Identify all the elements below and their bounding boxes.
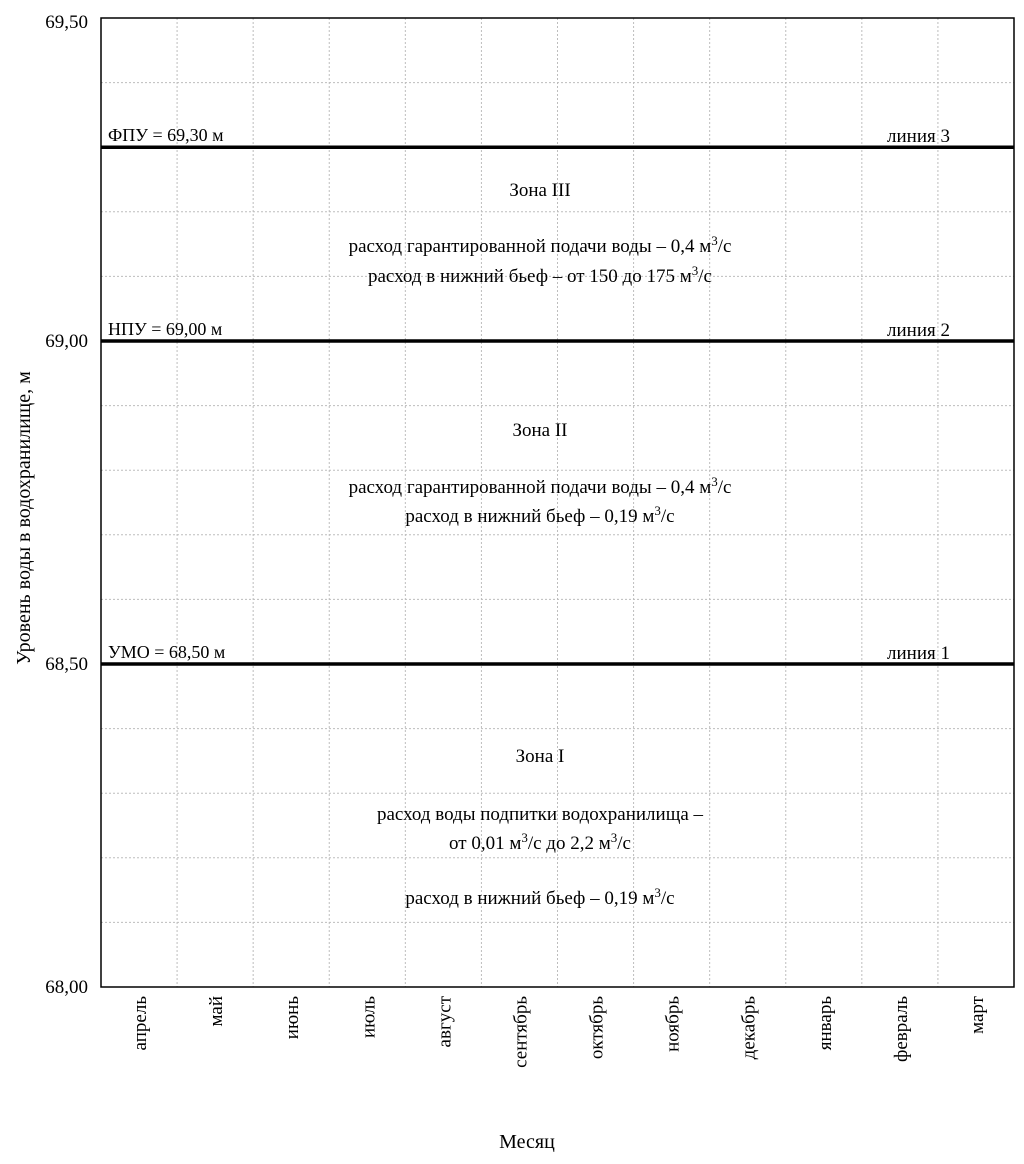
y-tick-label: 69,00	[45, 331, 88, 352]
x-tick-label: сентябрь	[510, 996, 531, 1068]
x-tick-label: апрель	[130, 996, 151, 1051]
y-tick-label: 68,50	[45, 654, 88, 675]
grid	[101, 18, 1014, 987]
x-tick-label: декабрь	[739, 996, 760, 1060]
level-label: НПУ = 69,00 м	[108, 319, 222, 339]
zone-annotation: Зона II расход гарантированной подачи вод…	[349, 420, 732, 527]
zone-description: расход в нижний бьеф – 0,19 м3/с	[405, 885, 674, 909]
x-tick-label: июнь	[282, 996, 303, 1040]
zone-annotation: Зона I расход воды подпитки водохранилища…	[377, 746, 704, 909]
x-tick-label: август	[434, 995, 455, 1047]
x-tick-label: июль	[358, 996, 379, 1038]
zone-description: расход воды подпитки водохранилища –	[377, 804, 704, 825]
x-tick-label: октябрь	[587, 996, 608, 1059]
plot-frame	[100, 17, 1015, 988]
zone-title: Зона I	[516, 746, 565, 767]
y-tick-label: 69,50	[45, 12, 88, 33]
x-axis-title: Месяц	[499, 1131, 555, 1153]
y-axis-ticks: 68,00 68,50 69,00 69,50	[45, 12, 88, 998]
line-name-label: линия 1	[887, 643, 950, 664]
level-lines: УМО = 68,50 м линия 1 НПУ = 69,00 м линия 2…	[101, 125, 1014, 666]
x-tick-label: ноябрь	[663, 996, 684, 1052]
zone-description: расход гарантированной подачи воды – 0,4…	[349, 474, 732, 498]
zone-annotations: Зона III расход гарантированной подачи во…	[349, 180, 732, 909]
zone-description: расход в нижний бьеф – 0,19 м3/с	[405, 503, 674, 527]
x-tick-label: февраль	[891, 996, 912, 1062]
zone-description: расход гарантированной подачи воды – 0,4…	[349, 233, 732, 257]
y-axis-title: Уровень воды в водохранилище, м	[13, 371, 35, 665]
zone-title: Зона III	[509, 180, 570, 201]
zone-annotation: Зона III расход гарантированной подачи во…	[349, 180, 732, 287]
zone-description: расход в нижний бьеф – от 150 до 175 м3/…	[368, 263, 712, 287]
x-tick-label: март	[967, 995, 988, 1034]
level-label: УМО = 68,50 м	[108, 642, 225, 662]
y-tick-label: 68,00	[45, 977, 88, 998]
level-label: ФПУ = 69,30 м	[108, 125, 224, 145]
zone-description: от 0,01 м3/с до 2,2 м3/с	[449, 830, 631, 854]
line-name-label: линия 3	[887, 126, 950, 147]
x-tick-label: май	[206, 996, 227, 1027]
x-axis-ticks: апрель май июнь июль август сентябрь октябрь но…	[130, 995, 988, 1068]
zone-title: Зона II	[512, 420, 567, 441]
line-name-label: линия 2	[887, 320, 950, 341]
x-tick-label: январь	[815, 996, 836, 1051]
